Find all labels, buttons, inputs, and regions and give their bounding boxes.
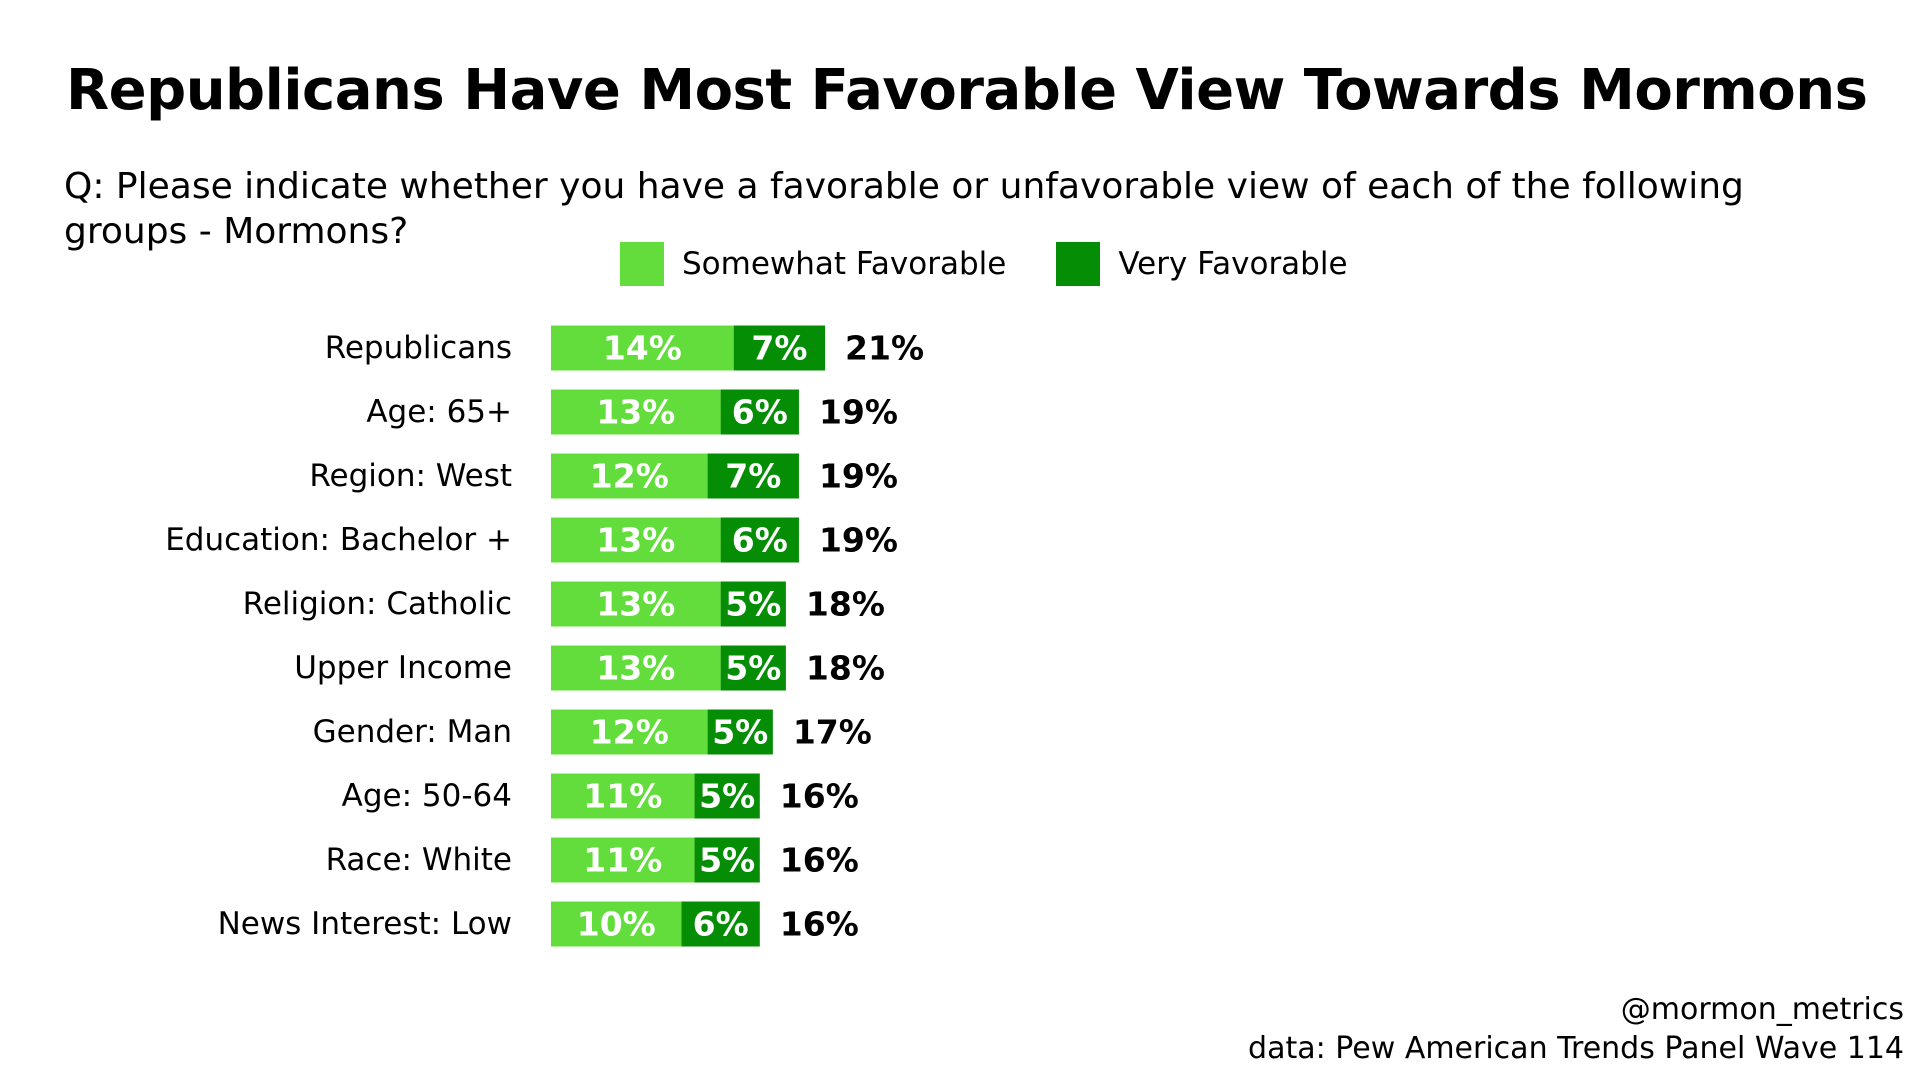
- category-label-age-65: Age: 65+: [366, 394, 512, 430]
- bar-very-favorable-gender-man: [707, 709, 773, 755]
- category-label-religion-catholic: Religion: Catholic: [243, 586, 512, 622]
- bar-somewhat-favorable-age-50-64: [551, 773, 695, 819]
- bar-value-very-favorable-republicans: 7%: [751, 329, 807, 368]
- category-label-republicans: Republicans: [325, 330, 512, 366]
- bar-value-very-favorable-religion-catholic: 5%: [725, 585, 781, 624]
- category-label-race-white: Race: White: [326, 842, 512, 878]
- total-value-gender-man: 17%: [793, 713, 872, 752]
- bar-value-very-favorable-region-west: 7%: [725, 457, 781, 496]
- legend-item-somewhat-favorable: Somewhat Favorable: [620, 242, 1006, 286]
- bar-value-somewhat-favorable-age-50-64: 11%: [583, 777, 662, 816]
- total-value-news-interest-low: 16%: [780, 905, 859, 944]
- bar-very-favorable-age-65: [720, 389, 799, 435]
- bar-value-somewhat-favorable-race-white: 11%: [583, 841, 662, 880]
- credit-source: data: Pew American Trends Panel Wave 114: [1248, 1031, 1904, 1066]
- bar-value-somewhat-favorable-news-interest-low: 10%: [577, 905, 656, 944]
- total-value-education-bachelor: 19%: [819, 521, 898, 560]
- total-value-republicans: 21%: [845, 329, 924, 368]
- bar-somewhat-favorable-education-bachelor: [551, 517, 721, 563]
- bar-somewhat-favorable-age-65: [551, 389, 721, 435]
- bar-value-somewhat-favorable-religion-catholic: 13%: [596, 585, 675, 624]
- bar-value-somewhat-favorable-republicans: 14%: [603, 329, 682, 368]
- bar-value-somewhat-favorable-education-bachelor: 13%: [596, 521, 675, 560]
- bar-somewhat-favorable-gender-man: [551, 709, 708, 755]
- category-label-upper-income: Upper Income: [294, 650, 512, 686]
- chart-title: Republicans Have Most Favorable View Tow…: [66, 58, 1868, 123]
- bar-value-very-favorable-upper-income: 5%: [725, 649, 781, 688]
- bar-value-very-favorable-gender-man: 5%: [712, 713, 768, 752]
- total-value-region-west: 19%: [819, 457, 898, 496]
- bar-value-somewhat-favorable-age-65: 13%: [596, 393, 675, 432]
- legend-swatch-very-favorable: [1056, 242, 1101, 286]
- chart-subtitle: Q: Please indicate whether you have a fa…: [64, 166, 1744, 252]
- total-value-age-50-64: 16%: [780, 777, 859, 816]
- category-label-news-interest-low: News Interest: Low: [218, 906, 512, 942]
- bar-very-favorable-republicans: [733, 325, 826, 371]
- credit-handle: @mormon_metrics: [1620, 992, 1904, 1027]
- category-label-region-west: Region: West: [309, 458, 512, 494]
- bar-value-very-favorable-age-65: 6%: [732, 393, 788, 432]
- bar-value-very-favorable-news-interest-low: 6%: [693, 905, 749, 944]
- legend-swatch-somewhat-favorable: [620, 242, 664, 286]
- bar-somewhat-favorable-upper-income: [551, 645, 721, 691]
- bar-very-favorable-news-interest-low: [681, 901, 760, 947]
- bar-very-favorable-age-50-64: [694, 773, 760, 819]
- category-label-gender-man: Gender: Man: [313, 714, 512, 750]
- bar-somewhat-favorable-race-white: [551, 837, 695, 883]
- bar-value-very-favorable-education-bachelor: 6%: [732, 521, 788, 560]
- total-value-religion-catholic: 18%: [806, 585, 885, 624]
- bar-value-somewhat-favorable-gender-man: 12%: [590, 713, 669, 752]
- category-label-education-bachelor: Education: Bachelor +: [165, 522, 512, 558]
- bar-very-favorable-region-west: [707, 453, 799, 499]
- bar-very-favorable-education-bachelor: [720, 517, 799, 563]
- bar-value-very-favorable-age-50-64: 5%: [699, 777, 755, 816]
- total-value-upper-income: 18%: [806, 649, 885, 688]
- legend: Somewhat Favorable Very Favorable: [620, 242, 1398, 286]
- bar-value-very-favorable-race-white: 5%: [699, 841, 755, 880]
- bar-somewhat-favorable-religion-catholic: [551, 581, 721, 627]
- total-value-race-white: 16%: [780, 841, 859, 880]
- bar-somewhat-favorable-republicans: [551, 325, 734, 371]
- bar-value-somewhat-favorable-upper-income: 13%: [596, 649, 675, 688]
- total-value-age-65: 19%: [819, 393, 898, 432]
- bar-somewhat-favorable-news-interest-low: [551, 901, 682, 947]
- bar-very-favorable-race-white: [694, 837, 760, 883]
- legend-label-very-favorable: Very Favorable: [1118, 246, 1348, 282]
- bar-value-somewhat-favorable-region-west: 12%: [590, 457, 669, 496]
- legend-item-very-favorable: Very Favorable: [1056, 242, 1348, 286]
- bar-very-favorable-religion-catholic: [720, 581, 786, 627]
- legend-label-somewhat-favorable: Somewhat Favorable: [682, 246, 1007, 282]
- category-label-age-50-64: Age: 50-64: [342, 778, 512, 814]
- bar-somewhat-favorable-region-west: [551, 453, 708, 499]
- bar-very-favorable-upper-income: [720, 645, 786, 691]
